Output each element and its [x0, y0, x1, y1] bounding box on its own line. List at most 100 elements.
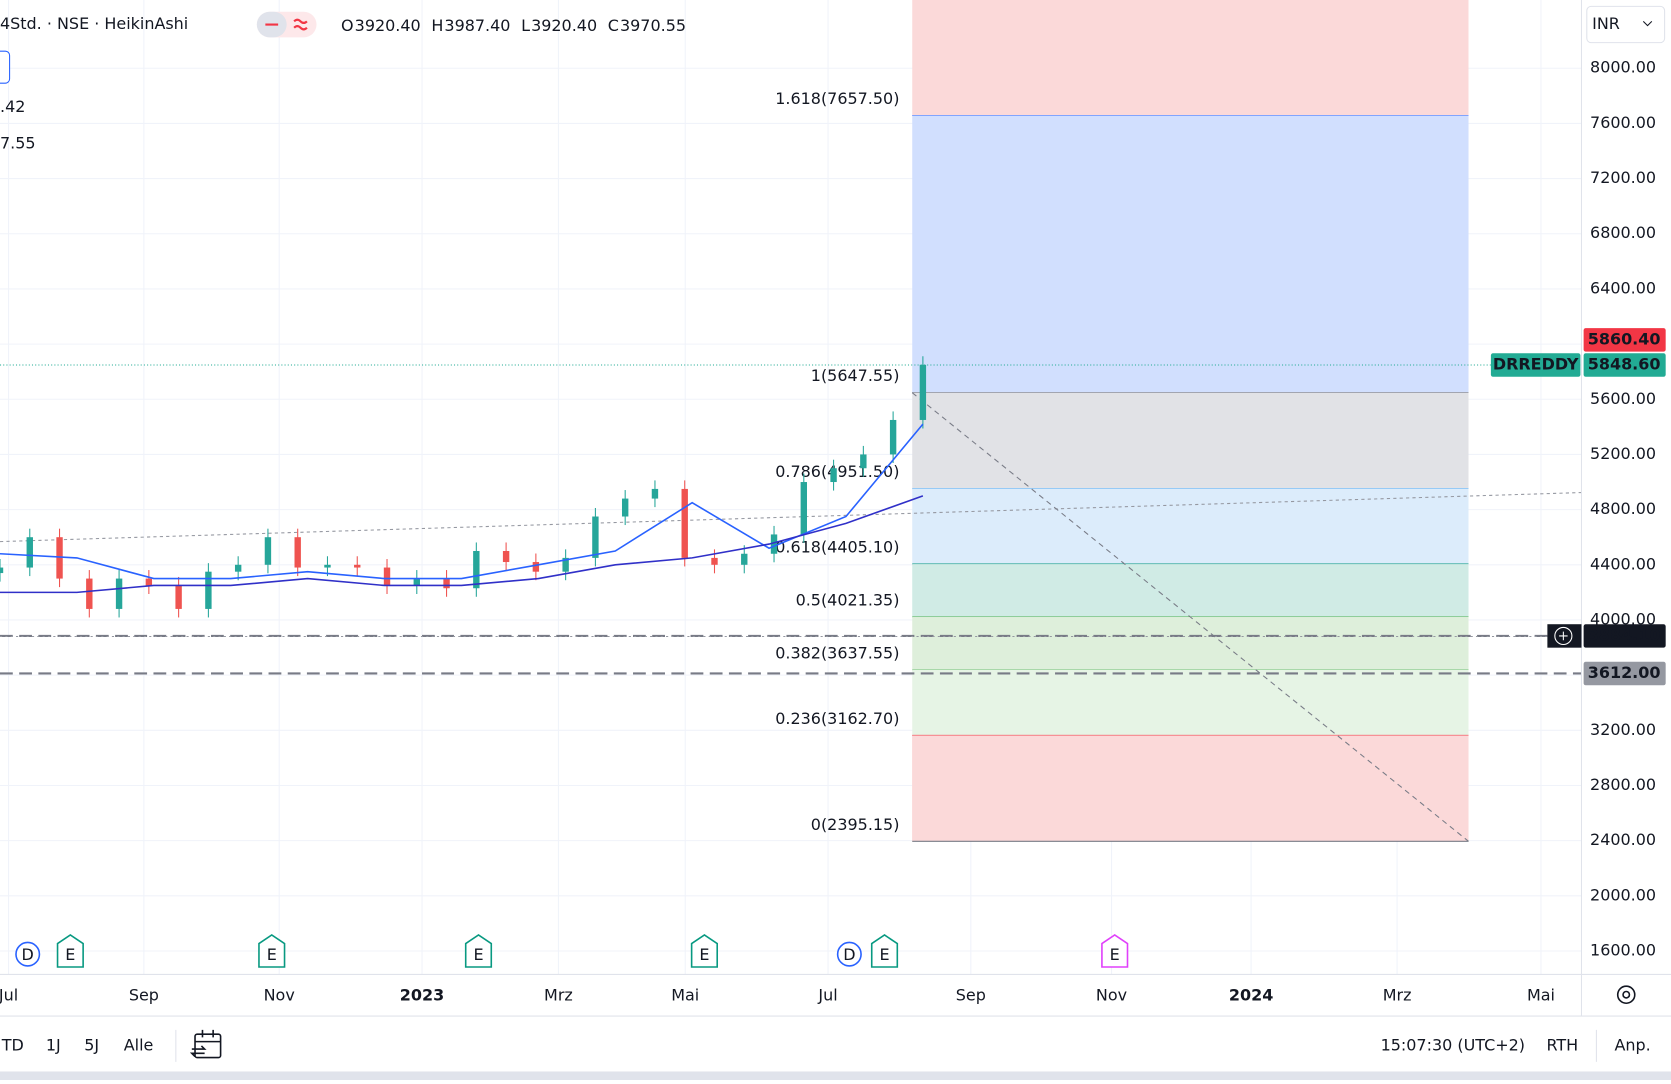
range-button[interactable]: Alle: [124, 1035, 154, 1054]
x-tick-label: Jul: [817, 985, 837, 1004]
symbol-badge-label: DRREDDY: [1493, 354, 1579, 373]
price-badge-label: 5848.60: [1588, 354, 1661, 373]
candle: [443, 578, 450, 589]
y-tick-label: 5600.00: [1590, 389, 1656, 408]
ohlc-key: H: [431, 16, 443, 35]
candle: [324, 564, 331, 568]
candle: [26, 537, 33, 568]
y-tick-label: 3200.00: [1590, 720, 1656, 739]
candle: [681, 488, 688, 558]
moving-average: [0, 423, 924, 580]
y-tick-label: 1600.00: [1590, 940, 1656, 959]
date-range-icon[interactable]: [194, 1033, 222, 1059]
candle: [205, 571, 212, 609]
price-badge: [1583, 624, 1666, 648]
ohlc-value: 3920.40: [355, 16, 421, 35]
x-tick-label: Nov: [1096, 985, 1127, 1004]
settings-icon[interactable]: [1622, 990, 1631, 999]
event-marker[interactable]: [464, 934, 493, 968]
event-letter: D: [22, 945, 34, 964]
fib-zone: [912, 392, 1469, 489]
legend-value: .42: [0, 97, 25, 116]
candle: [532, 562, 540, 572]
x-tick-label: 2023: [400, 985, 444, 1004]
session[interactable]: RTH: [1546, 1035, 1578, 1054]
bottom-strip: [0, 1071, 1671, 1080]
fib-zone: [912, 488, 1469, 565]
currency-select[interactable]: [1586, 5, 1666, 44]
x-tick-label: Mrz: [544, 985, 573, 1004]
fib-zone: [912, 0, 1469, 116]
y-tick-label: 2800.00: [1590, 775, 1656, 794]
y-tick-label: 7600.00: [1590, 113, 1656, 132]
currency-caret: [1642, 20, 1653, 27]
event-marker[interactable]: [690, 934, 719, 968]
event-marker[interactable]: [1101, 934, 1129, 968]
y-tick-label: 4000.00: [1590, 609, 1656, 628]
candle: [175, 585, 182, 609]
fib-zone: [912, 115, 1469, 393]
adjust-button[interactable]: Anp.: [1615, 1035, 1651, 1054]
candle: [651, 488, 659, 499]
event-marker[interactable]: [56, 934, 84, 968]
settings-icon[interactable]: [1616, 985, 1636, 1005]
candle: [621, 498, 629, 517]
ohlc-key: C: [608, 16, 619, 35]
candle: [383, 567, 391, 586]
fib-label: 0.5(4021.35): [796, 591, 900, 610]
price-badge-label: 5860.40: [1588, 329, 1661, 348]
x-tick-label: Mai: [671, 985, 699, 1004]
fib-label: 0.236(3162.70): [775, 709, 899, 728]
event-letter: E: [1110, 945, 1120, 964]
candle: [145, 578, 153, 586]
y-tick-label: 2400.00: [1590, 830, 1656, 849]
candle: [413, 578, 420, 586]
x-tick-label: Sep: [129, 985, 159, 1004]
fib-zone: [912, 617, 1469, 670]
fib-trend: [911, 392, 1469, 842]
candle: [919, 364, 927, 420]
trend-line: [0, 492, 1582, 543]
fib-zone: [912, 735, 1469, 842]
candle: [86, 578, 93, 609]
range-button[interactable]: 1J: [46, 1035, 61, 1054]
legend-box[interactable]: [0, 50, 11, 84]
price-badge-label: 3884.10: [1588, 625, 1661, 644]
currency-label: INR: [1592, 14, 1620, 33]
fib-label: 1(5647.55): [811, 366, 900, 385]
symbol-badge: [1490, 353, 1581, 377]
range-button[interactable]: 5J: [84, 1035, 99, 1054]
y-tick-label: 2000.00: [1590, 885, 1656, 904]
event-marker[interactable]: [258, 934, 286, 968]
indicator-toggle-icon[interactable]: [265, 18, 308, 31]
range-button[interactable]: TD: [1, 1035, 24, 1054]
legend-value: 7.55: [0, 133, 36, 152]
fib-label: 0.786(4951.50): [775, 462, 899, 481]
ohlc-key: O: [341, 16, 354, 35]
event-letter: E: [267, 945, 277, 964]
ohlc-key: L: [521, 16, 530, 35]
candle: [711, 557, 718, 565]
event-letter: E: [699, 945, 709, 964]
event-marker[interactable]: [15, 941, 41, 967]
candle: [0, 567, 4, 574]
moving-average: [0, 495, 924, 594]
event-marker[interactable]: [870, 934, 899, 968]
candle: [234, 564, 242, 572]
event-marker[interactable]: [836, 941, 862, 967]
symbol-title: 4Std. · NSE · HeikinAshi: [0, 14, 188, 33]
crosshair-add-icon[interactable]: [1559, 631, 1568, 641]
crosshair-add-icon[interactable]: [1554, 626, 1573, 646]
ohlc-value: 3920.40: [531, 16, 597, 35]
candle: [770, 534, 778, 554]
fib-label: 1.618(7657.50): [775, 89, 899, 108]
date-range-icon[interactable]: [189, 1029, 221, 1058]
x-tick-label: Mai: [1527, 985, 1555, 1004]
candle: [502, 550, 510, 563]
clock[interactable]: 15:07:30 (UTC+2): [1381, 1035, 1525, 1054]
price-badge: [1583, 353, 1666, 377]
candle: [354, 564, 361, 568]
y-tick-label: 4800.00: [1590, 499, 1656, 518]
candle: [860, 454, 867, 469]
